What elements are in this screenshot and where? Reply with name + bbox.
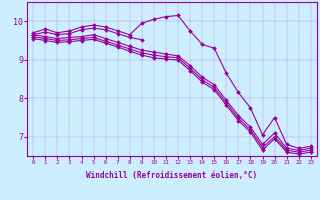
X-axis label: Windchill (Refroidissement éolien,°C): Windchill (Refroidissement éolien,°C) — [86, 171, 258, 180]
